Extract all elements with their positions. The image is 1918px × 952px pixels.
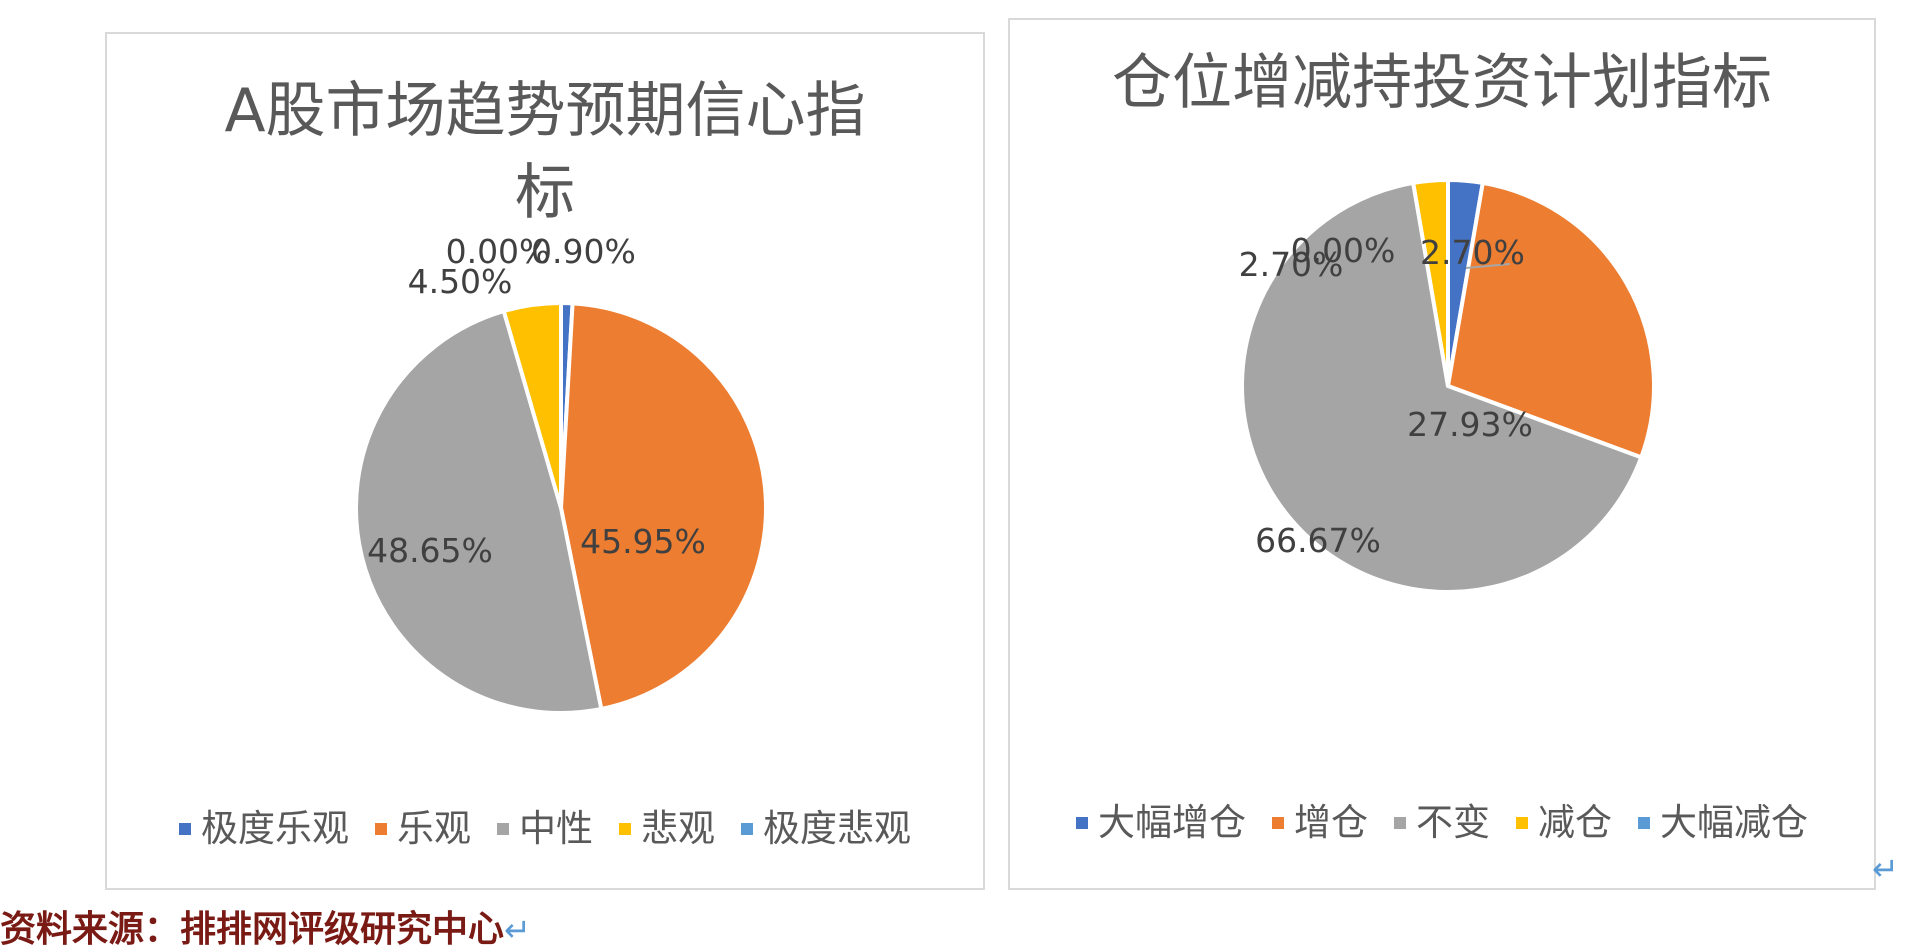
pie-chart-confidence: 0.90% 45.95% 48.65% 4.50%0.00% [354,232,768,715]
data-label-4: 2.70% [1239,245,1344,284]
legend-label: 不变 [1416,801,1490,844]
data-label-5: 0.00% [1291,231,1396,270]
legend-item-2: 乐观 [375,804,471,854]
pie-slice-2 [1445,180,1656,460]
legend-swatch [1394,817,1406,829]
legend-label: 中性 [519,807,593,850]
source-note-text: 资料来源：排排网评级研究中心 [0,909,505,950]
legend-label: 增仓 [1294,801,1368,844]
data-label-3: 48.65% [367,531,493,570]
legend-swatch [1638,817,1650,829]
pie-slice-4 [1410,177,1450,387]
pie-slice-4 [501,300,563,509]
legend-label: 极度乐观 [201,807,349,850]
chart-title: A股市场趋势预期信心指标 [224,76,866,228]
legend-label: 极度悲观 [763,807,911,850]
pie-slice-3 [354,308,604,715]
legend-item-5: 极度悲观 [741,804,911,854]
legend-swatch [375,823,387,835]
chart-panel-position: 仓位增减持投资计划指标 2.70% 27.93% 66.67% 2.70% 0.00% … [1008,18,1876,890]
legend-swatch [179,823,191,835]
source-note: 资料来源：排排网评级研究中心↵ [0,900,531,952]
paragraph-return-icon: ↵ [1872,850,1899,888]
legend-item-4: 减仓 [1516,798,1612,848]
legend-label: 大幅增仓 [1098,801,1246,844]
data-label-4: 4.50% [408,262,513,301]
data-label-2: 27.93% [1407,405,1533,444]
legend-swatch [619,823,631,835]
legend-label: 乐观 [397,807,471,850]
legend-item-4: 悲观 [619,804,715,854]
data-label-1: 0.90% [531,232,636,271]
data-label-3: 66.67% [1255,521,1381,560]
pie-slice-2 [558,301,768,712]
legend-swatch [1076,817,1088,829]
legend-swatch [497,823,509,835]
legend-swatch [1272,817,1284,829]
data-label-2: 45.95% [580,522,706,561]
leader-line [1465,263,1511,269]
pie-chart-position: 2.70%27.93%66.67%2.70%0.00% [1239,177,1656,594]
legend-swatch [1516,817,1528,829]
legend-item-2: 增仓 [1272,798,1368,848]
legend-item-3: 不变 [1394,798,1490,848]
chart-panel-confidence: A股市场趋势预期信心指标 0.90% 45.95% 48.65% 4.50% 0.00%… [105,32,985,890]
legend-item-1: 大幅增仓 [1076,798,1246,848]
legend-item-3: 中性 [497,804,593,854]
legend-swatch [741,823,753,835]
data-label-5: 0.00% [446,232,551,271]
chart-title: 仓位增减持投资计划指标 [1112,48,1772,118]
pie-slice-3 [1240,180,1644,594]
chart-legend: 大幅增仓 增仓 不变 减仓 大幅减仓 [1010,798,1874,848]
legend-label: 大幅减仓 [1660,801,1808,844]
legend-item-5: 大幅减仓 [1638,798,1808,848]
chart-legend: 极度乐观 乐观 中性 悲观 极度悲观 [107,804,983,854]
legend-label: 减仓 [1538,801,1612,844]
data-label-1: 2.70% [1420,233,1525,272]
legend-item-1: 极度乐观 [179,804,349,854]
paragraph-return-icon: ↵ [504,911,531,949]
legend-label: 悲观 [641,807,715,850]
